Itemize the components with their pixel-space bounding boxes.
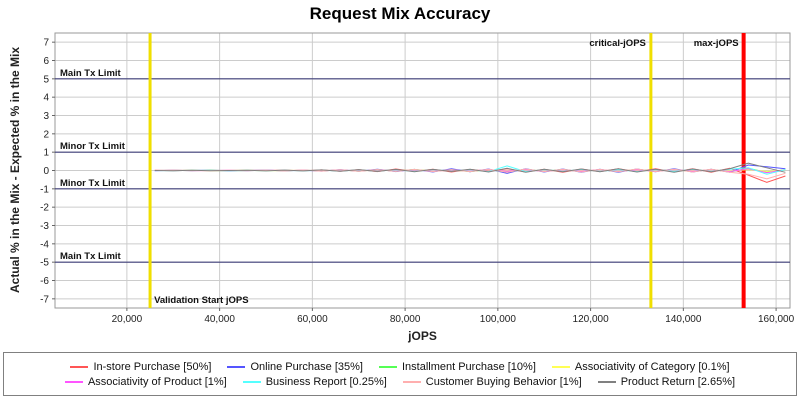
- legend-item: Customer Buying Behavior [1%]: [402, 375, 582, 388]
- legend-row: Associativity of Product [1%] Business Re…: [4, 376, 796, 388]
- legend-item: Installment Purchase [10%]: [378, 360, 536, 373]
- legend-label: Associativity of Category [0.1%]: [574, 360, 730, 373]
- plot-area: 20,000 40,000 60,000 80,000 100,000 120,000 14…: [40, 32, 795, 325]
- y-tick-label: 2: [43, 129, 49, 140]
- y-tick-label: 5: [43, 74, 49, 85]
- y-tick-label: 0: [43, 166, 49, 177]
- legend-item: Associativity of Product [1%]: [64, 375, 227, 388]
- jops-marker-label: critical-jOPS: [589, 38, 646, 49]
- y-tick-label: -1: [40, 184, 49, 195]
- legend-swatch: [70, 365, 89, 368]
- legend-swatch: [551, 365, 570, 368]
- legend-swatch: [597, 380, 616, 383]
- legend-swatch: [242, 380, 261, 383]
- x-tick-label: 60,000: [297, 314, 328, 325]
- legend-label: Associativity of Product [1%]: [87, 375, 227, 388]
- legend-item: In-store Purchase [50%]: [70, 361, 211, 373]
- tx-limit-label: Main Tx Limit: [60, 251, 122, 262]
- x-tick-label: 120,000: [573, 314, 610, 325]
- y-tick-label: -2: [40, 203, 49, 214]
- y-tick-label: -4: [40, 239, 49, 250]
- x-tick-label: 160,000: [758, 314, 795, 325]
- legend-item: Business Report [0.25%]: [242, 375, 387, 388]
- legend-label: Product Return [2.65%]: [620, 375, 736, 388]
- legend-item: Product Return [2.65%]: [597, 375, 736, 388]
- legend: In-store Purchase [50%] Online Purchase […: [3, 352, 797, 396]
- y-tick-label: -7: [40, 294, 49, 305]
- x-tick-label: 140,000: [665, 314, 702, 325]
- legend-label: Installment Purchase [10%]: [401, 360, 536, 373]
- legend-item: Associativity of Category [0.1%]: [551, 360, 730, 373]
- y-tick-label: 4: [43, 93, 49, 104]
- tx-limit-label: Minor Tx Limit: [60, 178, 126, 189]
- jops-marker-label: max-jOPS: [694, 38, 739, 49]
- y-tick-label: 3: [43, 111, 49, 122]
- legend-label: Business Report [0.25%]: [265, 375, 387, 388]
- x-tick-label: 80,000: [390, 314, 421, 325]
- tx-limit-label: Minor Tx Limit: [60, 141, 126, 152]
- y-tick-label: 6: [43, 56, 49, 67]
- tx-limit-label: Main Tx Limit: [60, 68, 122, 79]
- legend-label: Customer Buying Behavior [1%]: [425, 375, 582, 388]
- legend-row: In-store Purchase [50%] Online Purchase […: [4, 361, 796, 373]
- y-tick-label: -3: [40, 221, 49, 232]
- legend-label: Online Purchase [35%]: [250, 360, 363, 373]
- y-tick-label: 7: [43, 38, 49, 49]
- y-tick-label: 1: [43, 148, 49, 159]
- legend-item: Online Purchase [35%]: [227, 361, 363, 373]
- y-tick-label: -5: [40, 258, 49, 269]
- legend-swatch: [64, 380, 83, 383]
- chart-title: Request Mix Accuracy: [309, 4, 491, 23]
- x-tick-label: 20,000: [112, 314, 143, 325]
- legend-swatch: [402, 380, 421, 383]
- series-line-7: [154, 162, 786, 173]
- legend-label: In-store Purchase [50%]: [93, 360, 212, 373]
- x-tick-label: 100,000: [480, 314, 517, 325]
- x-axis-label: jOPS: [408, 329, 437, 343]
- legend-swatch: [227, 365, 246, 368]
- x-tick-label: 40,000: [204, 314, 235, 325]
- y-tick-label: -6: [40, 276, 49, 287]
- legend-swatch: [378, 365, 397, 368]
- jops-marker-label: Validation Start jOPS: [154, 295, 249, 306]
